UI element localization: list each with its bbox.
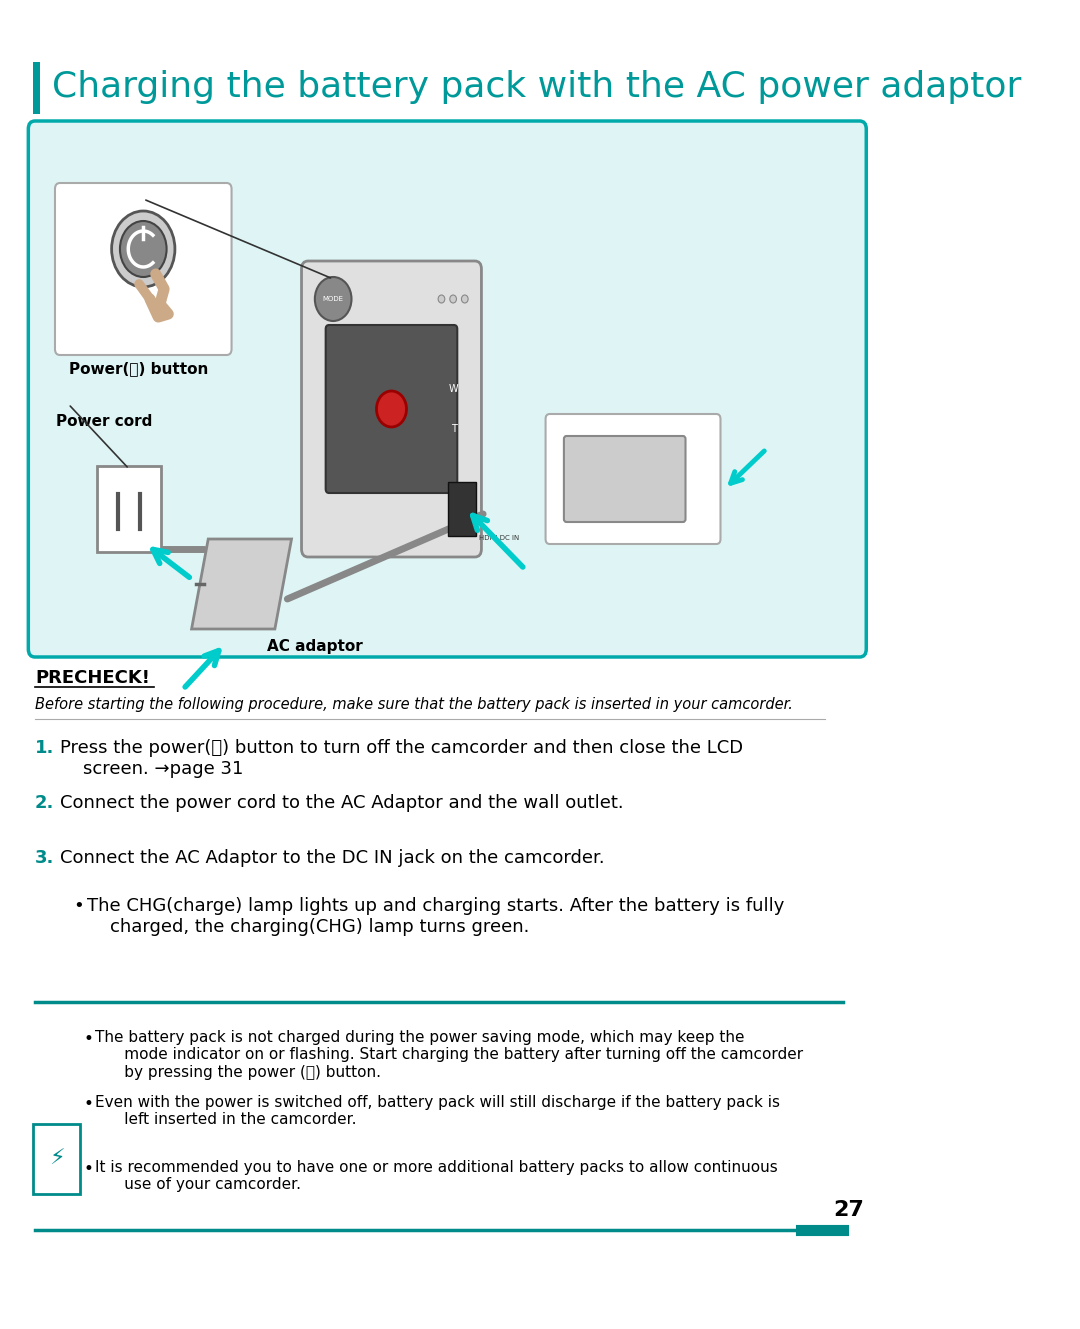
Text: •: • xyxy=(73,897,84,914)
FancyBboxPatch shape xyxy=(55,183,231,355)
Text: Power(ⓧ) button: Power(ⓧ) button xyxy=(69,361,208,376)
Text: Connect the power cord to the AC Adaptor and the wall outlet.: Connect the power cord to the AC Adaptor… xyxy=(60,793,623,812)
Circle shape xyxy=(449,295,457,303)
Text: T: T xyxy=(451,424,457,435)
Text: •: • xyxy=(83,1160,93,1177)
Text: W: W xyxy=(449,384,459,393)
Text: PRECHECK!: PRECHECK! xyxy=(35,668,150,687)
Circle shape xyxy=(461,295,468,303)
Polygon shape xyxy=(191,540,292,629)
FancyBboxPatch shape xyxy=(564,436,686,522)
Text: Before starting the following procedure, make sure that the battery pack is inse: Before starting the following procedure,… xyxy=(35,696,793,712)
Circle shape xyxy=(438,295,445,303)
Text: ⚡: ⚡ xyxy=(49,1150,65,1170)
Text: It is recommended you to have one or more additional battery packs to allow cont: It is recommended you to have one or mor… xyxy=(95,1160,778,1192)
Text: •: • xyxy=(83,1095,93,1112)
Text: Connect the AC Adaptor to the DC IN jack on the camcorder.: Connect the AC Adaptor to the DC IN jack… xyxy=(60,849,605,867)
Circle shape xyxy=(315,276,351,322)
Circle shape xyxy=(377,391,406,427)
Text: Power cord: Power cord xyxy=(56,415,152,429)
Text: Charging the battery pack with the AC power adaptor: Charging the battery pack with the AC po… xyxy=(52,70,1021,104)
Text: The battery pack is not charged during the power saving mode, which may keep the: The battery pack is not charged during t… xyxy=(95,1030,804,1079)
Text: Even with the power is switched off, battery pack will still discharge if the ba: Even with the power is switched off, bat… xyxy=(95,1095,780,1127)
FancyBboxPatch shape xyxy=(33,1124,80,1193)
FancyBboxPatch shape xyxy=(545,415,720,544)
Text: 2.: 2. xyxy=(35,793,54,812)
Text: 3.: 3. xyxy=(35,849,54,867)
FancyBboxPatch shape xyxy=(301,260,482,557)
Text: MODE: MODE xyxy=(323,296,343,302)
Text: Press the power(ⓧ) button to turn off the camcorder and then close the LCD
    s: Press the power(ⓧ) button to turn off th… xyxy=(60,739,743,777)
Text: 1.: 1. xyxy=(35,739,54,758)
FancyBboxPatch shape xyxy=(28,121,866,657)
FancyBboxPatch shape xyxy=(448,482,476,536)
Text: •: • xyxy=(83,1030,93,1049)
Text: AC adaptor: AC adaptor xyxy=(267,639,362,654)
Circle shape xyxy=(120,221,166,276)
FancyBboxPatch shape xyxy=(97,466,161,552)
FancyBboxPatch shape xyxy=(33,62,40,114)
Text: HDMI DC IN: HDMI DC IN xyxy=(478,536,519,541)
Circle shape xyxy=(111,211,175,287)
Text: The CHG(charge) lamp lights up and charging starts. After the battery is fully
 : The CHG(charge) lamp lights up and charg… xyxy=(87,897,785,936)
Text: 27: 27 xyxy=(834,1200,865,1220)
FancyBboxPatch shape xyxy=(326,326,457,493)
